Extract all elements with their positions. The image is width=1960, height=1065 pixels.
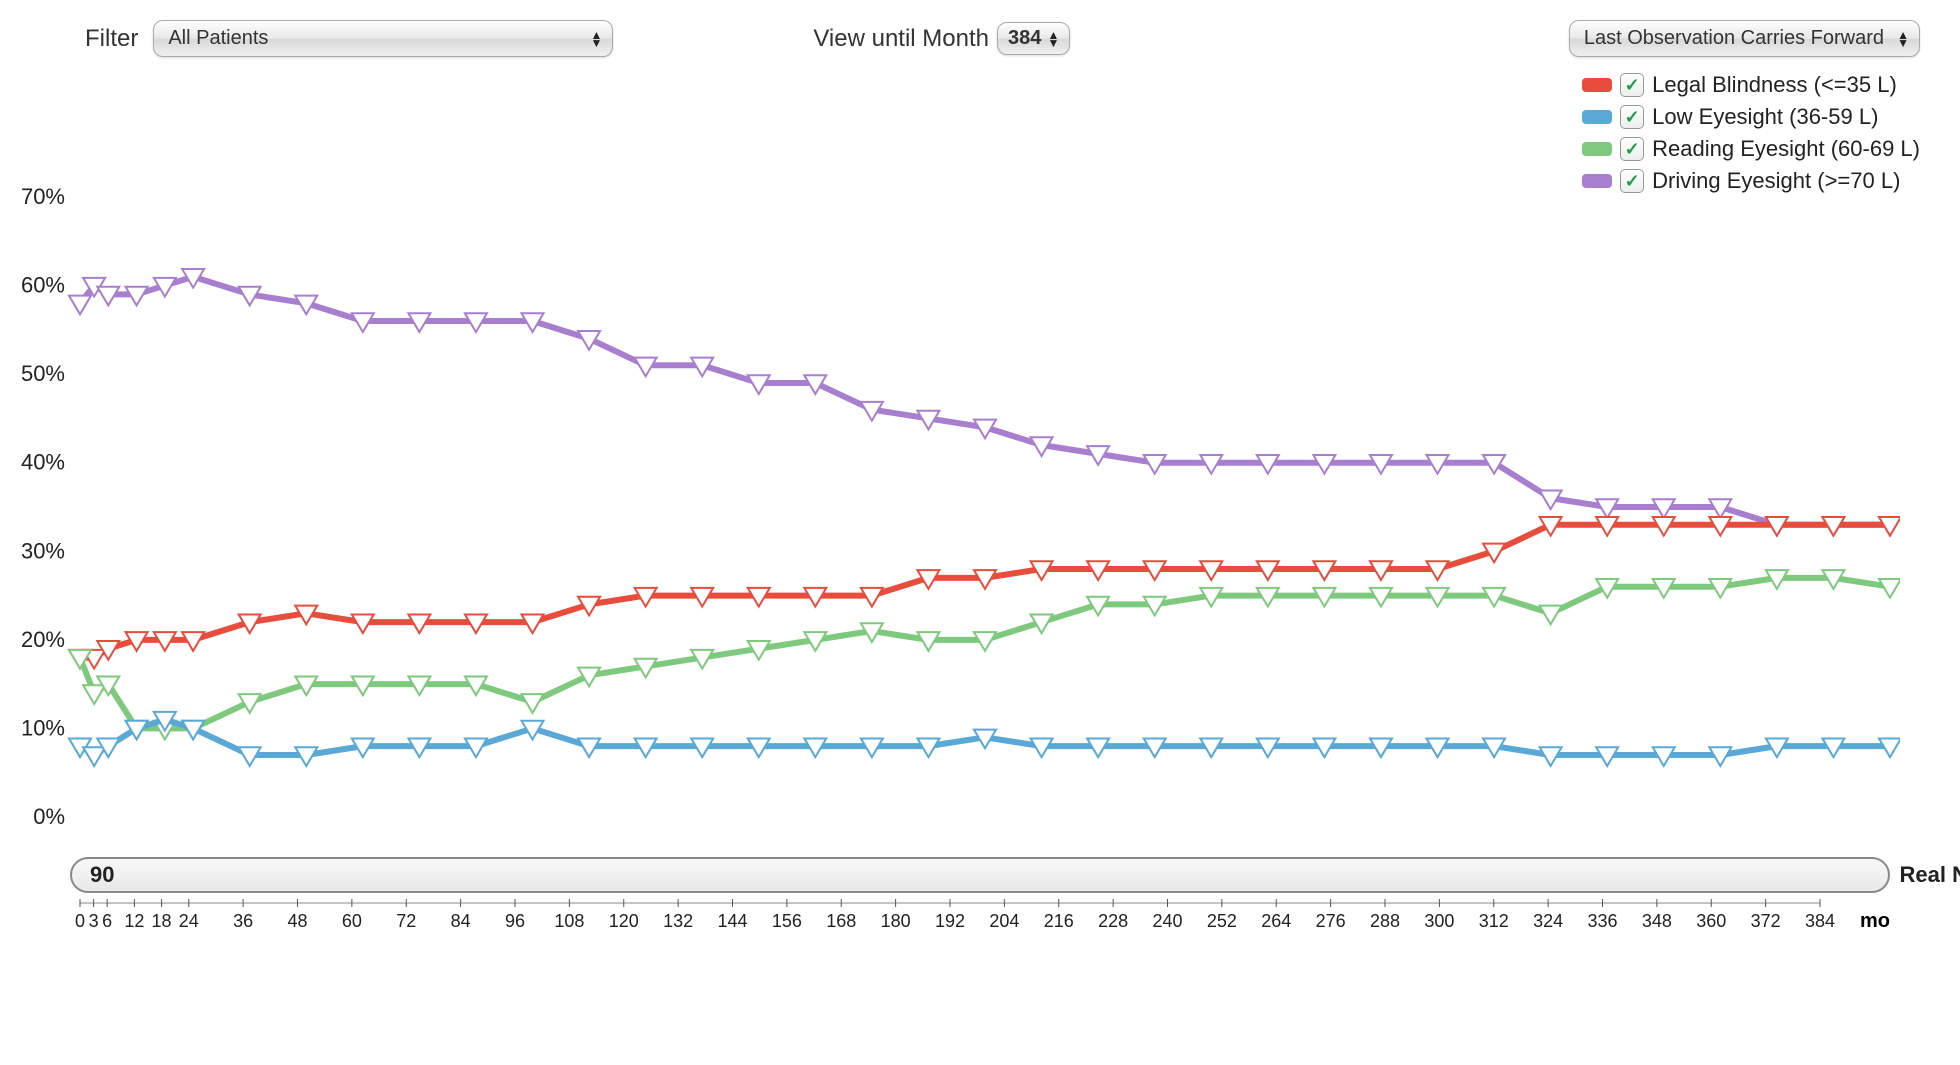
svg-text:60%: 60%: [21, 273, 65, 298]
svg-text:120: 120: [609, 911, 639, 931]
filter-label: Filter: [85, 25, 138, 53]
legend-label: Reading Eyesight (60-69 L): [1652, 136, 1920, 162]
filter-dropdown[interactable]: All Patients ▲▼: [153, 20, 613, 57]
svg-text:372: 372: [1751, 911, 1781, 931]
svg-text:50%: 50%: [21, 361, 65, 386]
legend-checkbox[interactable]: ✓: [1620, 105, 1644, 129]
method-dropdown-wrap: Last Observation Carries Forward ▲▼: [1569, 20, 1920, 57]
svg-text:228: 228: [1098, 911, 1128, 931]
svg-text:24: 24: [179, 911, 199, 931]
legend-item[interactable]: ✓ Legal Blindness (<=35 L): [1582, 72, 1920, 98]
svg-text:84: 84: [451, 911, 471, 931]
svg-text:40%: 40%: [21, 450, 65, 475]
method-dropdown[interactable]: Last Observation Carries Forward ▲▼: [1569, 20, 1920, 57]
svg-text:156: 156: [772, 911, 802, 931]
svg-text:96: 96: [505, 911, 525, 931]
svg-text:180: 180: [881, 911, 911, 931]
svg-text:240: 240: [1152, 911, 1182, 931]
svg-text:324: 324: [1533, 911, 1563, 931]
svg-text:0%: 0%: [33, 804, 65, 829]
legend-swatch: [1582, 78, 1612, 92]
updown-icon: ▲▼: [1897, 31, 1909, 47]
svg-text:192: 192: [935, 911, 965, 931]
slider-right-label: Real N: [1900, 862, 1960, 888]
svg-text:18: 18: [152, 911, 172, 931]
svg-text:months: months: [1860, 910, 1890, 932]
svg-text:204: 204: [989, 911, 1019, 931]
svg-text:264: 264: [1261, 911, 1291, 931]
svg-text:30%: 30%: [21, 538, 65, 563]
updown-icon: ▲▼: [590, 31, 602, 47]
chart-area: 0% 10% 20% 30% 40% 50% 60% 70%: [20, 187, 1940, 847]
svg-text:384: 384: [1805, 911, 1835, 931]
legend-checkbox[interactable]: ✓: [1620, 73, 1644, 97]
series-marker: [1540, 606, 1562, 625]
svg-text:12: 12: [124, 911, 144, 931]
slider-value: 90: [90, 862, 114, 888]
method-dropdown-value: Last Observation Carries Forward: [1584, 27, 1884, 49]
series-marker: [69, 296, 91, 315]
series-marker: [522, 694, 544, 713]
legend-checkbox[interactable]: ✓: [1620, 137, 1644, 161]
svg-text:216: 216: [1044, 911, 1074, 931]
view-until-label: View until Month: [813, 25, 989, 53]
view-until-group: View until Month 384 ▲▼: [813, 22, 1070, 55]
svg-text:336: 336: [1587, 911, 1617, 931]
svg-text:0: 0: [75, 911, 85, 931]
svg-text:20%: 20%: [21, 627, 65, 652]
legend-swatch: [1582, 142, 1612, 156]
filter-dropdown-value: All Patients: [168, 27, 268, 49]
svg-text:48: 48: [287, 911, 307, 931]
svg-text:168: 168: [826, 911, 856, 931]
svg-text:276: 276: [1316, 911, 1346, 931]
svg-text:360: 360: [1696, 911, 1726, 931]
svg-text:3: 3: [89, 911, 99, 931]
svg-text:10%: 10%: [21, 715, 65, 740]
svg-text:300: 300: [1424, 911, 1454, 931]
series-line: [80, 578, 1890, 729]
svg-text:288: 288: [1370, 911, 1400, 931]
legend-label: Low Eyesight (36-59 L): [1652, 104, 1878, 130]
legend-label: Legal Blindness (<=35 L): [1652, 72, 1897, 98]
svg-text:132: 132: [663, 911, 693, 931]
updown-icon: ▲▼: [1047, 31, 1059, 47]
legend-swatch: [1582, 174, 1612, 188]
svg-text:60: 60: [342, 911, 362, 931]
svg-text:72: 72: [396, 911, 416, 931]
series-marker: [83, 747, 105, 766]
real-n-slider[interactable]: 90 Real N: [70, 857, 1890, 893]
legend-item[interactable]: ✓ Low Eyesight (36-59 L): [1582, 104, 1920, 130]
legend-item[interactable]: ✓ Reading Eyesight (60-69 L): [1582, 136, 1920, 162]
svg-text:252: 252: [1207, 911, 1237, 931]
view-until-dropdown[interactable]: 384 ▲▼: [997, 22, 1070, 55]
svg-text:348: 348: [1642, 911, 1672, 931]
series-marker: [83, 685, 105, 704]
svg-text:108: 108: [554, 911, 584, 931]
svg-text:36: 36: [233, 911, 253, 931]
svg-text:312: 312: [1479, 911, 1509, 931]
view-until-value: 384: [1008, 27, 1041, 49]
svg-text:6: 6: [102, 911, 112, 931]
legend-swatch: [1582, 110, 1612, 124]
svg-text:144: 144: [717, 911, 747, 931]
legend: ✓ Legal Blindness (<=35 L) ✓ Low Eyesight (…: [1582, 72, 1920, 194]
svg-text:70%: 70%: [21, 187, 65, 209]
line-chart: 0% 10% 20% 30% 40% 50% 60% 70%: [20, 187, 1900, 847]
month-ruler: 0361218243648607284961081201321441561681…: [70, 899, 1890, 939]
filter-group: Filter All Patients ▲▼: [85, 20, 613, 57]
